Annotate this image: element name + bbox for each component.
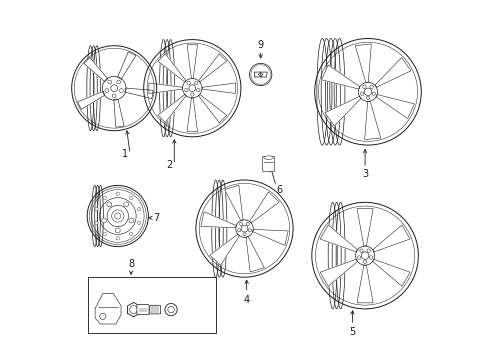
Circle shape xyxy=(129,196,132,199)
Circle shape xyxy=(241,225,247,232)
Polygon shape xyxy=(372,225,409,252)
Text: 1: 1 xyxy=(122,149,127,159)
Polygon shape xyxy=(78,91,105,109)
Circle shape xyxy=(196,89,200,92)
Polygon shape xyxy=(364,101,380,140)
Polygon shape xyxy=(375,95,413,119)
Circle shape xyxy=(95,207,98,211)
Circle shape xyxy=(194,81,197,85)
Circle shape xyxy=(103,233,106,236)
Circle shape xyxy=(243,233,245,236)
Polygon shape xyxy=(201,212,236,228)
Bar xyxy=(88,277,215,333)
Circle shape xyxy=(360,92,363,95)
Circle shape xyxy=(361,252,368,259)
Circle shape xyxy=(107,80,111,84)
Text: 8: 8 xyxy=(128,259,134,269)
Polygon shape xyxy=(84,58,107,82)
Circle shape xyxy=(115,228,120,233)
Circle shape xyxy=(107,202,112,207)
Polygon shape xyxy=(372,259,409,286)
Circle shape xyxy=(116,237,119,240)
Circle shape xyxy=(188,85,195,91)
Polygon shape xyxy=(209,234,239,265)
Polygon shape xyxy=(254,72,261,77)
Polygon shape xyxy=(95,293,121,324)
Circle shape xyxy=(129,233,132,236)
Polygon shape xyxy=(320,225,357,252)
Circle shape xyxy=(366,249,369,252)
FancyBboxPatch shape xyxy=(262,156,274,172)
Polygon shape xyxy=(158,54,186,82)
Circle shape xyxy=(369,85,372,89)
Circle shape xyxy=(137,221,141,225)
Circle shape xyxy=(362,85,366,89)
Text: 4: 4 xyxy=(243,294,249,305)
Circle shape xyxy=(248,229,251,232)
Circle shape xyxy=(371,92,375,95)
Polygon shape xyxy=(321,65,359,89)
Circle shape xyxy=(363,260,366,264)
Circle shape xyxy=(368,256,372,259)
Polygon shape xyxy=(198,94,226,123)
Polygon shape xyxy=(224,185,243,221)
Polygon shape xyxy=(354,44,370,82)
Text: 9: 9 xyxy=(257,40,263,50)
Circle shape xyxy=(123,202,128,207)
Circle shape xyxy=(190,93,194,96)
Circle shape xyxy=(237,229,240,232)
Polygon shape xyxy=(158,94,186,123)
Circle shape xyxy=(137,207,141,211)
Circle shape xyxy=(119,89,123,93)
Polygon shape xyxy=(117,52,136,79)
Circle shape xyxy=(184,89,187,92)
Polygon shape xyxy=(356,208,372,246)
Circle shape xyxy=(115,213,121,219)
Circle shape xyxy=(246,222,249,226)
Circle shape xyxy=(102,218,106,223)
Polygon shape xyxy=(148,83,182,94)
Polygon shape xyxy=(320,259,357,286)
Circle shape xyxy=(103,196,106,199)
Circle shape xyxy=(359,249,363,252)
Text: 6: 6 xyxy=(276,185,282,195)
Circle shape xyxy=(129,306,137,314)
Circle shape xyxy=(239,222,242,226)
Circle shape xyxy=(186,81,190,85)
Polygon shape xyxy=(260,72,266,77)
Circle shape xyxy=(366,96,369,100)
Circle shape xyxy=(364,88,371,95)
Circle shape xyxy=(112,94,116,98)
FancyBboxPatch shape xyxy=(137,305,149,315)
Circle shape xyxy=(116,192,119,195)
Polygon shape xyxy=(249,192,279,223)
Circle shape xyxy=(95,221,98,225)
Text: 5: 5 xyxy=(348,327,355,337)
Circle shape xyxy=(111,85,117,91)
Polygon shape xyxy=(245,237,264,272)
Circle shape xyxy=(164,303,177,316)
Circle shape xyxy=(357,256,360,259)
Circle shape xyxy=(105,89,109,93)
Polygon shape xyxy=(252,229,287,246)
Circle shape xyxy=(249,63,271,86)
FancyBboxPatch shape xyxy=(149,305,160,314)
Text: 2: 2 xyxy=(165,159,172,170)
Circle shape xyxy=(100,313,106,319)
Polygon shape xyxy=(187,98,197,132)
Circle shape xyxy=(129,218,134,223)
Circle shape xyxy=(117,80,121,84)
Text: 7: 7 xyxy=(153,213,159,223)
Polygon shape xyxy=(356,265,372,303)
Polygon shape xyxy=(324,96,360,126)
Polygon shape xyxy=(125,88,153,99)
Polygon shape xyxy=(198,54,226,82)
Text: 3: 3 xyxy=(361,168,367,179)
Polygon shape xyxy=(187,45,197,78)
Polygon shape xyxy=(374,58,410,87)
Polygon shape xyxy=(114,99,124,127)
Polygon shape xyxy=(202,83,235,94)
Ellipse shape xyxy=(264,156,273,159)
